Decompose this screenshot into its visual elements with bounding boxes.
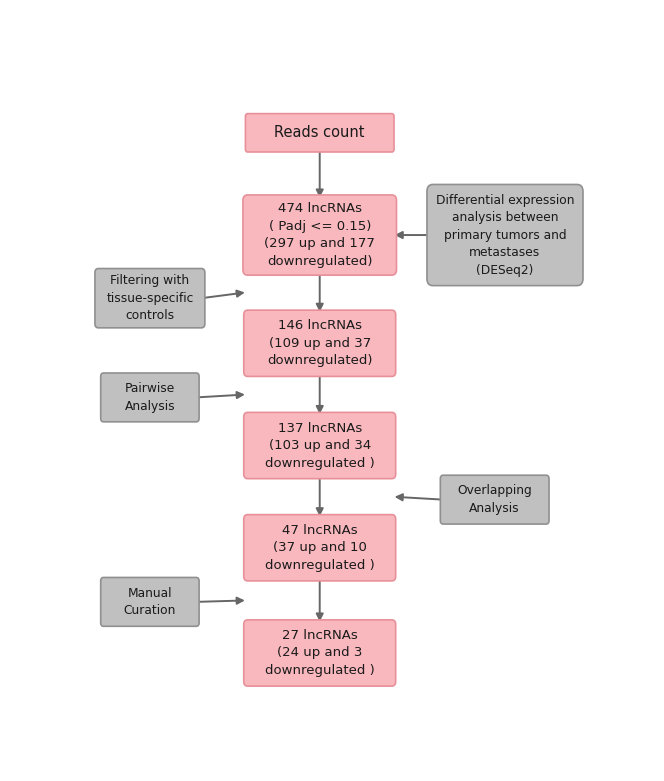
Text: Pairwise
Analysis: Pairwise Analysis [125,382,175,412]
FancyBboxPatch shape [101,373,199,422]
FancyBboxPatch shape [244,515,396,581]
FancyBboxPatch shape [246,113,394,152]
Text: Filtering with
tissue-specific
controls: Filtering with tissue-specific controls [106,274,194,323]
Text: Differential expression
analysis between
primary tumors and
metastases
(DESeq2): Differential expression analysis between… [436,194,574,276]
FancyBboxPatch shape [101,577,199,626]
FancyBboxPatch shape [244,412,396,479]
FancyBboxPatch shape [243,195,396,275]
Text: Reads count: Reads count [274,125,365,141]
Text: 47 lncRNAs
(37 up and 10
downregulated ): 47 lncRNAs (37 up and 10 downregulated ) [265,524,374,572]
FancyBboxPatch shape [244,620,396,686]
FancyBboxPatch shape [95,269,205,328]
FancyBboxPatch shape [427,184,583,286]
Text: Manual
Curation: Manual Curation [124,587,176,617]
Text: 27 lncRNAs
(24 up and 3
downregulated ): 27 lncRNAs (24 up and 3 downregulated ) [265,629,374,677]
FancyBboxPatch shape [440,475,549,524]
Text: 146 lncRNAs
(109 up and 37
downregulated): 146 lncRNAs (109 up and 37 downregulated… [267,319,373,367]
FancyBboxPatch shape [244,310,396,376]
Text: 474 lncRNAs
( Padj <= 0.15)
(297 up and 177
downregulated): 474 lncRNAs ( Padj <= 0.15) (297 up and … [264,202,375,268]
Text: 137 lncRNAs
(103 up and 34
downregulated ): 137 lncRNAs (103 up and 34 downregulated… [265,422,374,469]
Text: Overlapping
Analysis: Overlapping Analysis [457,484,532,515]
